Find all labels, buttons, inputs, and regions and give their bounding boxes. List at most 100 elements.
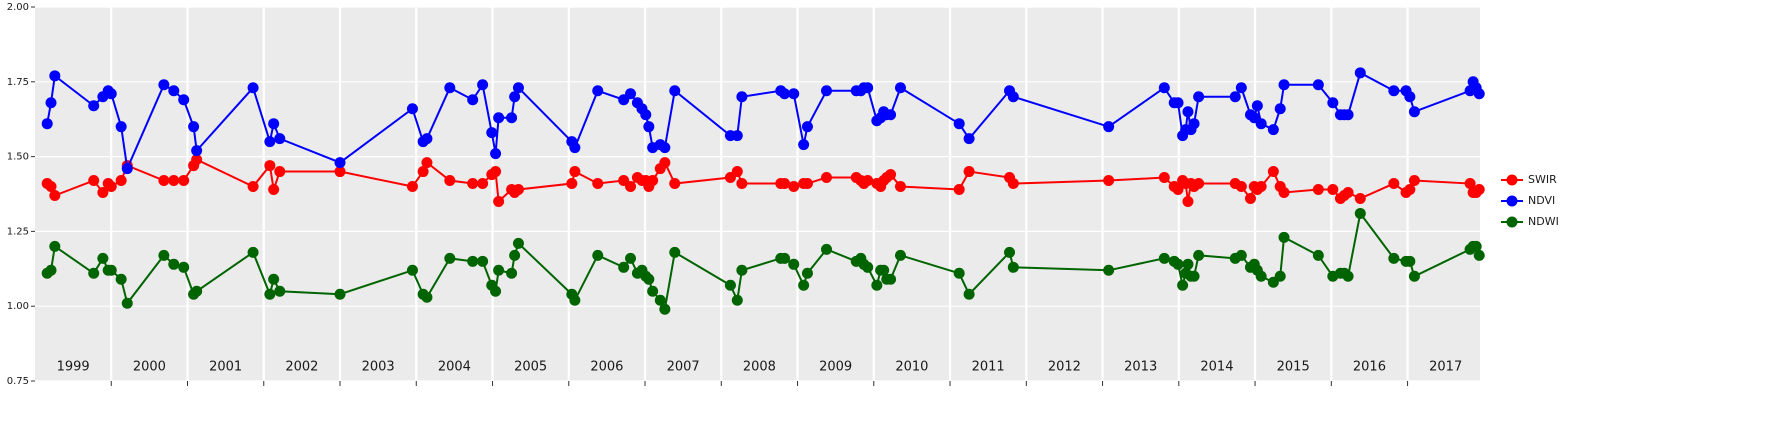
data-point xyxy=(41,118,53,130)
x-tick-label: 2015 xyxy=(1277,360,1310,375)
data-point xyxy=(724,279,736,291)
data-point xyxy=(168,85,180,97)
data-point xyxy=(168,175,180,187)
y-tick-label: 2.00 xyxy=(7,2,29,13)
data-point xyxy=(188,121,200,133)
data-point xyxy=(97,252,109,264)
x-tick-label: 2003 xyxy=(362,360,395,375)
data-point xyxy=(45,97,57,109)
data-point xyxy=(49,70,61,82)
data-point xyxy=(1274,270,1286,282)
series-line xyxy=(46,211,1481,313)
x-tick-label: 2006 xyxy=(590,360,623,375)
data-point xyxy=(1193,178,1205,190)
data-point xyxy=(1158,82,1170,94)
data-point xyxy=(1354,207,1366,219)
data-point xyxy=(191,154,203,166)
data-point xyxy=(1278,231,1290,243)
data-point xyxy=(1182,106,1194,118)
data-point xyxy=(88,175,100,187)
data-point xyxy=(512,237,524,249)
data-point xyxy=(1004,246,1016,258)
data-point xyxy=(406,264,418,276)
data-point xyxy=(264,136,276,148)
data-point xyxy=(97,187,109,199)
data-point xyxy=(105,181,117,193)
data-point xyxy=(406,103,418,115)
legend-key-point xyxy=(1506,216,1518,228)
data-point xyxy=(963,166,975,178)
data-point xyxy=(953,118,965,130)
data-point xyxy=(1278,187,1290,199)
data-point xyxy=(444,82,456,94)
data-point xyxy=(801,267,813,279)
data-point xyxy=(1172,258,1184,270)
data-point xyxy=(493,112,505,124)
data-point xyxy=(1312,79,1324,91)
data-point xyxy=(477,178,489,190)
data-point xyxy=(1312,249,1324,261)
data-point xyxy=(1473,249,1485,261)
series-line xyxy=(46,71,1481,173)
data-point xyxy=(1193,91,1205,103)
data-point xyxy=(953,267,965,279)
data-point xyxy=(1103,264,1115,276)
data-point xyxy=(247,246,259,258)
y-tick-label: 1.25 xyxy=(7,226,29,237)
data-point xyxy=(592,178,604,190)
x-tick-label: 2002 xyxy=(285,360,318,375)
data-point xyxy=(486,127,498,139)
data-point xyxy=(490,166,502,178)
data-point xyxy=(1251,100,1263,112)
data-point xyxy=(49,240,61,252)
x-tick-label: 2007 xyxy=(667,360,700,375)
data-point xyxy=(618,261,630,273)
data-point xyxy=(566,178,578,190)
data-point xyxy=(247,181,259,193)
data-point xyxy=(417,166,429,178)
x-tick-label: 2001 xyxy=(209,360,242,375)
data-point xyxy=(444,252,456,264)
data-point xyxy=(121,297,133,309)
x-tick-label: 2013 xyxy=(1124,360,1157,375)
data-point xyxy=(1172,97,1184,109)
data-point xyxy=(1235,181,1247,193)
data-point xyxy=(1235,82,1247,94)
data-point xyxy=(659,142,671,154)
data-point xyxy=(1470,240,1482,252)
data-point xyxy=(1408,175,1420,187)
data-point xyxy=(1255,181,1267,193)
x-tick-label: 2017 xyxy=(1429,360,1462,375)
data-point xyxy=(788,88,800,100)
data-point xyxy=(467,178,479,190)
data-point xyxy=(191,285,203,297)
data-point xyxy=(569,142,581,154)
data-point xyxy=(1473,88,1485,100)
data-point xyxy=(1327,97,1339,109)
data-point xyxy=(264,288,276,300)
data-point xyxy=(1188,118,1200,130)
legend-key-point xyxy=(1506,174,1518,186)
data-point xyxy=(592,85,604,97)
data-point xyxy=(191,145,203,157)
data-point xyxy=(878,264,890,276)
data-point xyxy=(49,189,61,201)
data-point xyxy=(334,166,346,178)
y-tick-label: 1.75 xyxy=(7,77,29,88)
data-point xyxy=(643,121,655,133)
data-point xyxy=(736,178,748,190)
data-point xyxy=(669,178,681,190)
data-point xyxy=(625,88,637,100)
data-point xyxy=(158,79,170,91)
data-point xyxy=(801,178,813,190)
data-point xyxy=(421,157,433,169)
x-tick-label: 2016 xyxy=(1353,360,1386,375)
data-point xyxy=(1408,106,1420,118)
data-point xyxy=(1158,252,1170,264)
data-point xyxy=(1255,118,1267,130)
data-point xyxy=(1229,91,1241,103)
data-point xyxy=(1182,258,1194,270)
data-point xyxy=(1404,255,1416,267)
data-point xyxy=(477,255,489,267)
data-point xyxy=(1388,252,1400,264)
